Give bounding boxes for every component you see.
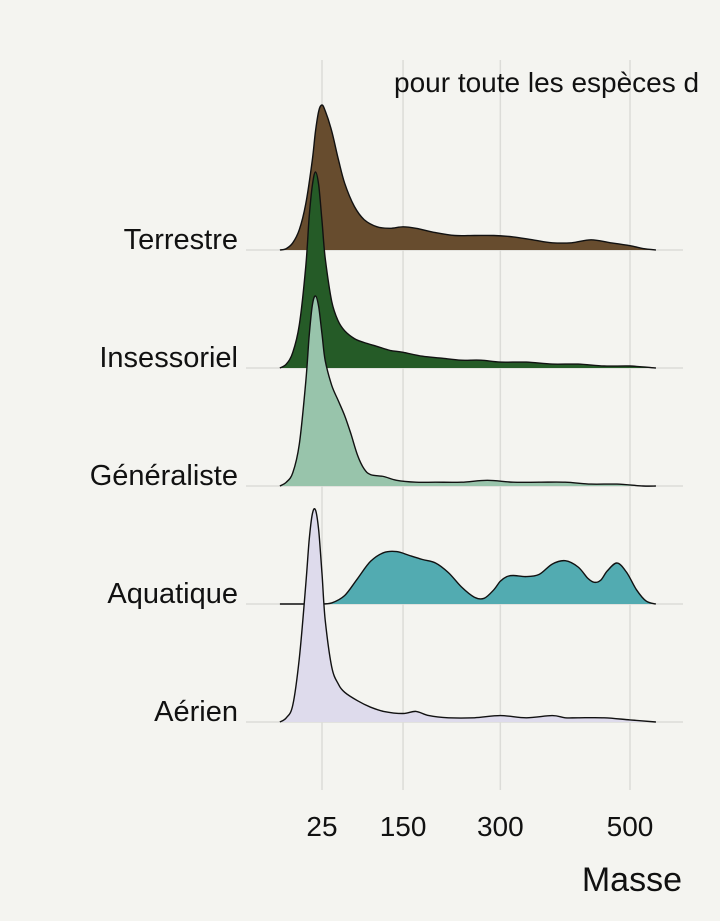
ridge-aerien	[279, 508, 656, 723]
ridge-area-aerien	[279, 508, 656, 722]
category-label-generaliste: Généraliste	[90, 460, 238, 492]
ridges-layer	[279, 104, 657, 723]
ridge-outline-insessoriel	[279, 171, 656, 369]
ridge-outline-aerien	[279, 508, 656, 723]
category-label-aerien: Aérien	[154, 696, 238, 728]
ridge-aquatique	[279, 550, 657, 605]
ridge-outline-generaliste	[279, 295, 656, 487]
x-tick-label-25: 25	[306, 811, 337, 842]
ridge-outline-aquatique	[279, 550, 657, 605]
chart-subtitle: pour toute les espèces d	[394, 67, 699, 98]
category-labels: Terrestre Insessoriel Généraliste Aquatique…	[90, 224, 238, 728]
ridge-terrestre	[279, 104, 656, 251]
ridge-generaliste	[279, 295, 656, 487]
x-tick-label-500: 500	[607, 811, 654, 842]
ridge-area-generaliste	[279, 295, 656, 487]
x-axis-title: Masse	[582, 861, 682, 899]
category-label-aquatique: Aquatique	[107, 578, 238, 610]
x-tick-label-300: 300	[477, 811, 524, 842]
category-label-terrestre: Terrestre	[124, 224, 238, 256]
x-tick-label-150: 150	[380, 811, 427, 842]
ridge-area-aquatique	[279, 551, 656, 605]
x-axis-ticks: 25 150 300 500	[306, 811, 653, 842]
ridge-outline-terrestre	[279, 104, 656, 251]
category-label-insessoriel: Insessoriel	[99, 342, 238, 374]
ridge-area-terrestre	[279, 105, 656, 250]
